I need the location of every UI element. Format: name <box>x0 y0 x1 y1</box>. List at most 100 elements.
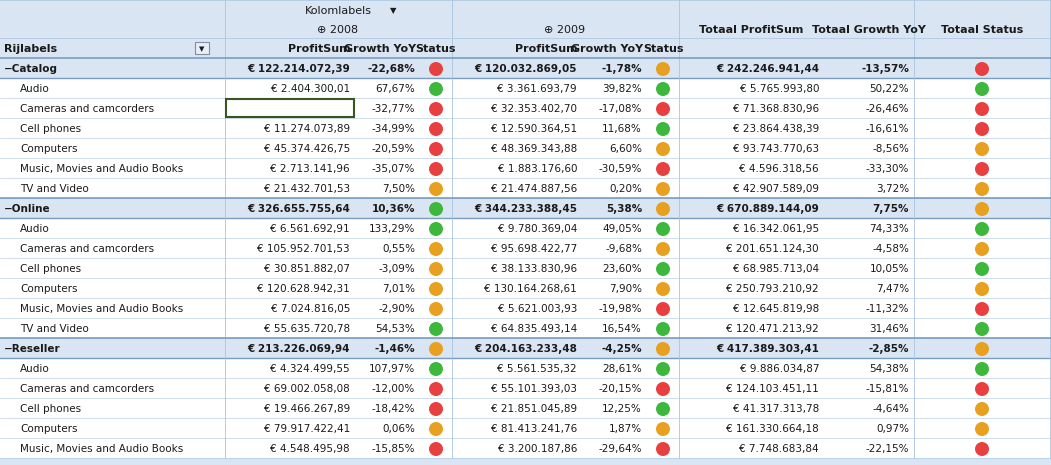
Ellipse shape <box>429 302 444 316</box>
Text: € 21.474.887,56: € 21.474.887,56 <box>491 184 577 194</box>
Text: -34,99%: -34,99% <box>371 124 415 134</box>
Ellipse shape <box>429 422 444 436</box>
Ellipse shape <box>975 382 989 396</box>
Bar <box>0 158 1051 178</box>
Text: TV and Video: TV and Video <box>20 324 88 334</box>
Ellipse shape <box>656 302 669 316</box>
Ellipse shape <box>429 182 444 196</box>
Text: Totaal Growth YoY: Totaal Growth YoY <box>812 25 926 35</box>
Text: € 161.330.664,18: € 161.330.664,18 <box>726 424 819 434</box>
Text: € 55.101.393,03: € 55.101.393,03 <box>491 384 577 394</box>
Text: 54,38%: 54,38% <box>869 364 909 374</box>
Text: -29,64%: -29,64% <box>598 444 642 454</box>
Bar <box>0 378 1051 398</box>
Ellipse shape <box>656 362 669 376</box>
Text: € 4.548.495,98: € 4.548.495,98 <box>270 444 350 454</box>
Ellipse shape <box>975 302 989 316</box>
Bar <box>0 0 1051 20</box>
Text: 54,53%: 54,53% <box>375 324 415 334</box>
Text: -9,68%: -9,68% <box>605 244 642 254</box>
Text: 5,38%: 5,38% <box>605 204 642 214</box>
Text: € 242.246.941,44: € 242.246.941,44 <box>716 64 819 74</box>
Text: € 95.698.422,77: € 95.698.422,77 <box>491 244 577 254</box>
Text: 0,55%: 0,55% <box>382 244 415 254</box>
Text: Audio: Audio <box>20 364 49 374</box>
Ellipse shape <box>656 262 669 276</box>
Ellipse shape <box>975 182 989 196</box>
Text: -4,25%: -4,25% <box>601 344 642 354</box>
Bar <box>0 258 1051 278</box>
Text: -4,58%: -4,58% <box>872 244 909 254</box>
Text: € 38.133.830,96: € 38.133.830,96 <box>491 264 577 274</box>
Text: Music, Movies and Audio Books: Music, Movies and Audio Books <box>20 164 183 174</box>
Text: Status: Status <box>643 44 683 54</box>
Text: 1,87%: 1,87% <box>609 424 642 434</box>
Text: € 204.163.233,48: € 204.163.233,48 <box>474 344 577 354</box>
Text: -20,59%: -20,59% <box>372 144 415 154</box>
Ellipse shape <box>975 62 989 76</box>
Text: -26,46%: -26,46% <box>866 104 909 114</box>
Bar <box>0 118 1051 138</box>
Ellipse shape <box>975 402 989 416</box>
Ellipse shape <box>429 262 444 276</box>
Ellipse shape <box>429 162 444 176</box>
Ellipse shape <box>656 62 669 76</box>
Bar <box>0 98 1051 118</box>
Bar <box>0 238 1051 258</box>
Text: € 11.274.073,89: € 11.274.073,89 <box>264 124 350 134</box>
Bar <box>0 178 1051 198</box>
Text: Rijlabels: Rijlabels <box>4 44 57 54</box>
Text: € 120.032.869,05: € 120.032.869,05 <box>474 64 577 74</box>
Text: Cell phones: Cell phones <box>20 404 81 414</box>
Text: € 344.233.388,45: € 344.233.388,45 <box>474 204 577 214</box>
Text: € 5.561.535,32: € 5.561.535,32 <box>497 364 577 374</box>
Ellipse shape <box>429 102 444 116</box>
Ellipse shape <box>975 242 989 256</box>
Text: € 4.596.318,56: € 4.596.318,56 <box>739 164 819 174</box>
Ellipse shape <box>656 442 669 456</box>
Text: € 42.907.589,09: € 42.907.589,09 <box>733 184 819 194</box>
Text: -13,57%: -13,57% <box>861 64 909 74</box>
Text: 6,60%: 6,60% <box>609 144 642 154</box>
Text: 74,33%: 74,33% <box>869 224 909 234</box>
Text: 107,97%: 107,97% <box>369 364 415 374</box>
Text: € 71.368.830,96: € 71.368.830,96 <box>733 104 819 114</box>
Ellipse shape <box>975 82 989 96</box>
Text: Totaal Status: Totaal Status <box>941 25 1023 35</box>
Text: € 2.404.300,01: € 2.404.300,01 <box>271 84 350 94</box>
Ellipse shape <box>975 422 989 436</box>
Ellipse shape <box>429 402 444 416</box>
Text: -19,98%: -19,98% <box>598 304 642 314</box>
Text: 7,90%: 7,90% <box>609 284 642 294</box>
Text: Growth YoY: Growth YoY <box>571 44 643 54</box>
Text: € 4.324.499,55: € 4.324.499,55 <box>270 364 350 374</box>
Text: € 41.317.313,78: € 41.317.313,78 <box>733 404 819 414</box>
Bar <box>0 58 1051 78</box>
Ellipse shape <box>656 122 669 136</box>
Ellipse shape <box>975 282 989 296</box>
Text: € 250.793.210,92: € 250.793.210,92 <box>726 284 819 294</box>
Text: € 5.765.993,80: € 5.765.993,80 <box>740 84 819 94</box>
Text: Cameras and camcorders: Cameras and camcorders <box>20 104 154 114</box>
Text: € 30.851.882,07: € 30.851.882,07 <box>264 264 350 274</box>
Text: € 105.952.701,53: € 105.952.701,53 <box>257 244 350 254</box>
Ellipse shape <box>656 202 669 216</box>
Text: € 670.889.144,09: € 670.889.144,09 <box>716 204 819 214</box>
Text: -32,77%: -32,77% <box>371 104 415 114</box>
Text: 50,22%: 50,22% <box>869 84 909 94</box>
Ellipse shape <box>975 102 989 116</box>
Ellipse shape <box>975 162 989 176</box>
Ellipse shape <box>429 342 444 356</box>
Text: -18,42%: -18,42% <box>371 404 415 414</box>
Text: 28,61%: 28,61% <box>602 364 642 374</box>
Text: € 93.743.770,63: € 93.743.770,63 <box>733 144 819 154</box>
Text: -2,90%: -2,90% <box>378 304 415 314</box>
Ellipse shape <box>975 342 989 356</box>
Ellipse shape <box>656 222 669 236</box>
Ellipse shape <box>429 222 444 236</box>
Ellipse shape <box>429 242 444 256</box>
Ellipse shape <box>656 162 669 176</box>
Bar <box>0 298 1051 318</box>
Text: 12,25%: 12,25% <box>602 404 642 414</box>
Text: Status: Status <box>416 44 456 54</box>
